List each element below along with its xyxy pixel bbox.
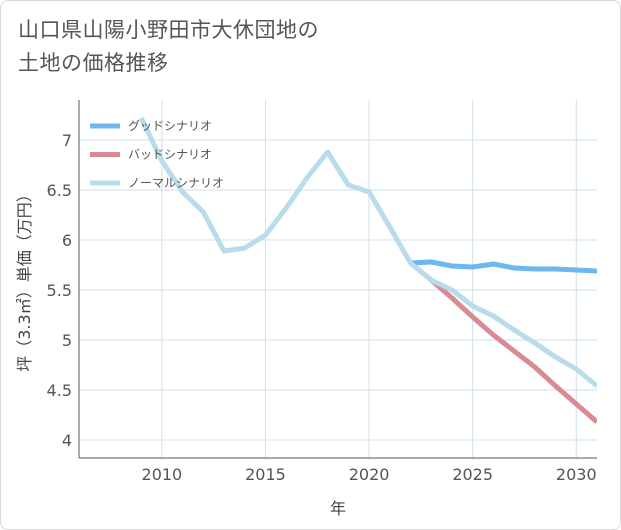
x-tick-label-2025: 2025: [452, 465, 493, 484]
series-line-0: [410, 259, 597, 274]
chart-title: 山口県山陽小野田市大休団地の 土地の価格推移: [18, 14, 438, 80]
y-tick-label-5.5: 5.5: [47, 281, 72, 300]
x-tick-label-2015: 2015: [245, 465, 286, 484]
x-axis-title: 年: [330, 499, 346, 518]
x-tick-label-2010: 2010: [142, 465, 183, 484]
x-tick-label-2030: 2030: [556, 465, 597, 484]
y-tick-label-4: 4: [62, 431, 72, 450]
y-tick-label-7: 7: [62, 131, 72, 150]
y-tick-label-6.5: 6.5: [47, 181, 72, 200]
series-line-1: [408, 261, 597, 424]
legend-label-2: ノーマルシナリオ: [128, 176, 224, 190]
series-line-2: [138, 116, 597, 388]
chart-title-line1: 山口県山陽小野田市大休団地の: [18, 18, 319, 42]
x-tick-label-2020: 2020: [349, 465, 390, 484]
legend-label-1: バッドシナリオ: [128, 148, 212, 162]
y-tick-label-4.5: 4.5: [47, 381, 72, 400]
plot-area: [79, 100, 597, 458]
legend-label-0: グッドシナリオ: [128, 119, 212, 133]
chart-title-line2: 土地の価格推移: [18, 51, 169, 75]
y-tick-label-6: 6: [62, 231, 72, 250]
y-axis-title: 坪（3.3㎡）単価（万円）: [15, 186, 34, 371]
y-tick-label-5: 5: [62, 331, 72, 350]
